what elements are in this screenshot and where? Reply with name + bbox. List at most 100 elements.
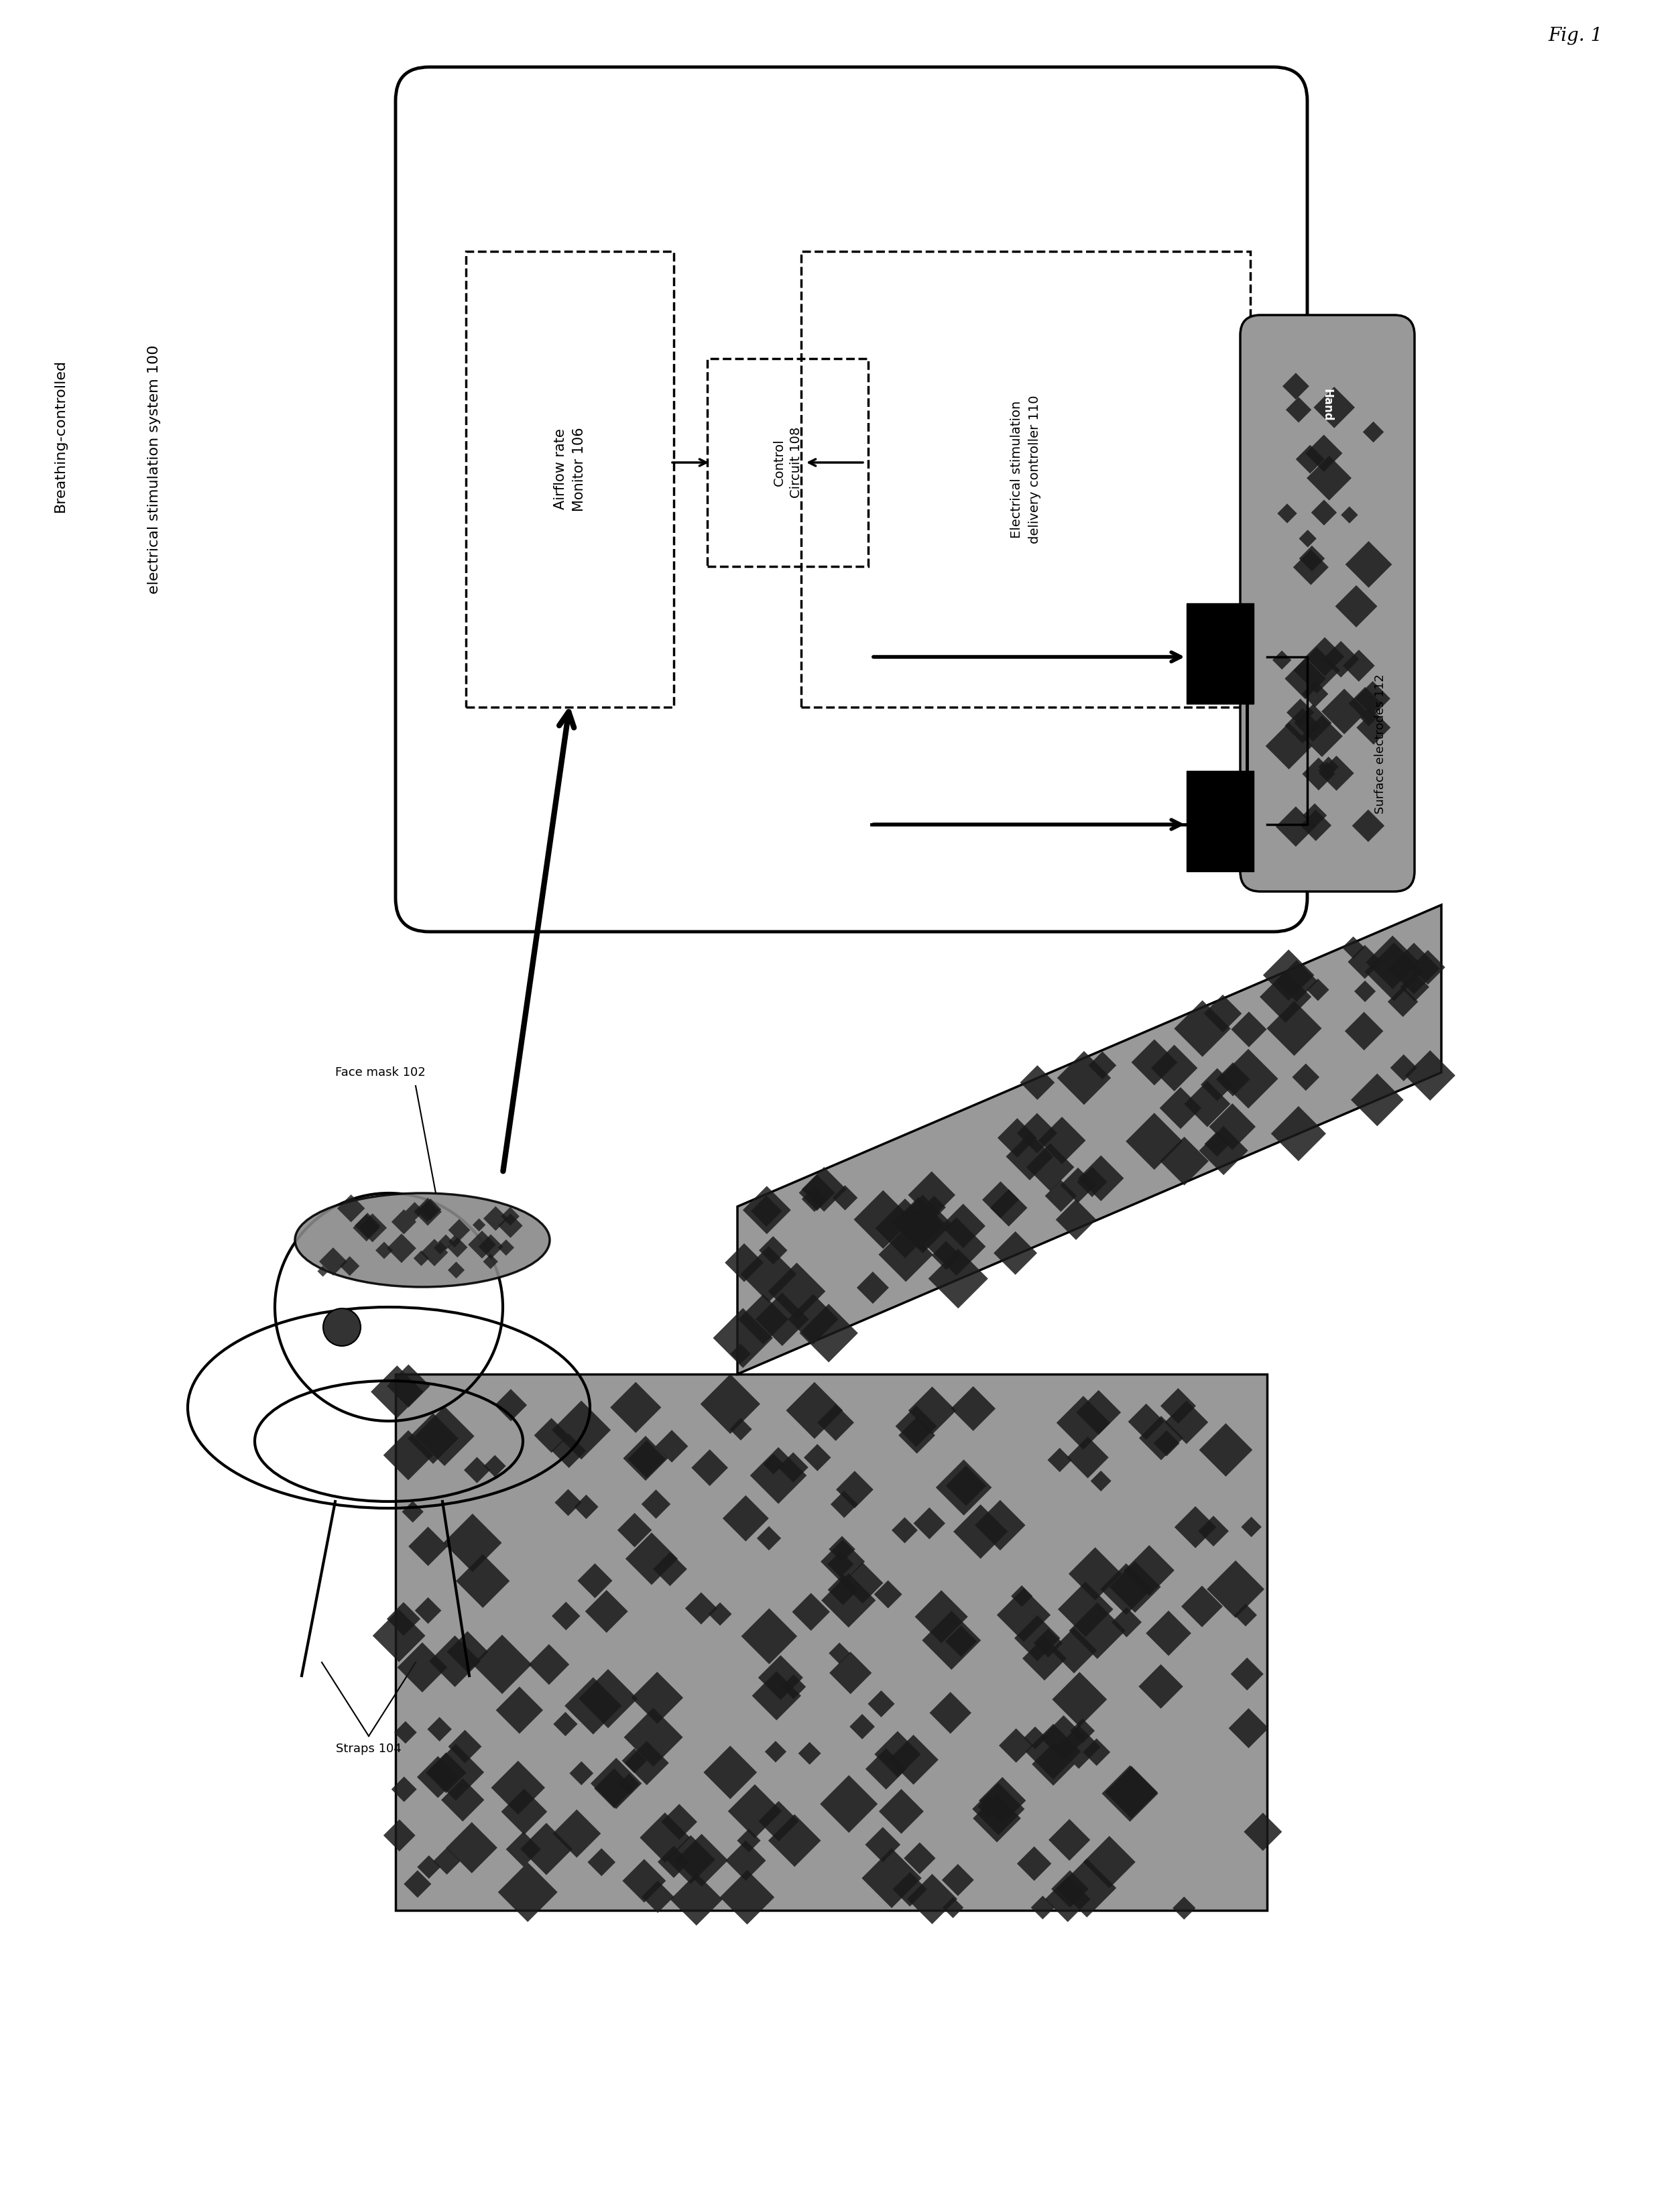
Polygon shape — [1363, 422, 1384, 442]
Polygon shape — [730, 1343, 750, 1365]
Polygon shape — [893, 1197, 945, 1250]
Polygon shape — [1302, 681, 1329, 708]
Polygon shape — [577, 1564, 612, 1599]
Polygon shape — [720, 1869, 775, 1924]
Polygon shape — [1039, 1117, 1086, 1164]
Polygon shape — [1210, 1104, 1255, 1150]
Polygon shape — [587, 1849, 616, 1876]
Polygon shape — [421, 1239, 448, 1265]
Polygon shape — [1287, 699, 1314, 726]
Polygon shape — [1012, 1586, 1032, 1606]
Polygon shape — [1300, 810, 1331, 841]
Polygon shape — [1052, 1672, 1107, 1728]
Polygon shape — [626, 1533, 678, 1586]
Polygon shape — [552, 1400, 611, 1460]
Polygon shape — [492, 1761, 545, 1814]
Polygon shape — [502, 1790, 547, 1834]
Polygon shape — [1336, 586, 1378, 628]
Polygon shape — [500, 1208, 520, 1225]
Polygon shape — [1069, 1601, 1126, 1659]
Polygon shape — [758, 1655, 804, 1701]
Polygon shape — [804, 1444, 831, 1471]
Polygon shape — [1200, 1126, 1248, 1175]
Polygon shape — [446, 1630, 488, 1672]
Polygon shape — [1084, 1836, 1136, 1889]
Polygon shape — [406, 1201, 425, 1221]
Polygon shape — [611, 1382, 661, 1433]
Polygon shape — [1260, 971, 1312, 1022]
Polygon shape — [1005, 1133, 1054, 1181]
Polygon shape — [416, 1201, 438, 1221]
Polygon shape — [371, 1365, 423, 1418]
Polygon shape — [1356, 681, 1391, 717]
Polygon shape — [1165, 1400, 1208, 1444]
Polygon shape — [396, 1374, 1267, 1911]
Polygon shape — [868, 1690, 894, 1717]
Polygon shape — [624, 1741, 670, 1785]
Polygon shape — [876, 1199, 935, 1259]
Polygon shape — [1060, 1168, 1096, 1203]
Polygon shape — [1275, 807, 1316, 847]
Polygon shape — [1045, 1876, 1091, 1922]
Polygon shape — [408, 1413, 458, 1464]
Polygon shape — [946, 1464, 987, 1506]
Polygon shape — [817, 1405, 854, 1440]
Polygon shape — [1388, 987, 1418, 1018]
Polygon shape — [755, 1292, 809, 1345]
Polygon shape — [1292, 1064, 1319, 1091]
Polygon shape — [498, 1214, 522, 1239]
Polygon shape — [1124, 1546, 1175, 1595]
Polygon shape — [430, 1635, 480, 1688]
Polygon shape — [574, 1495, 599, 1520]
Polygon shape — [468, 1230, 497, 1259]
Circle shape — [324, 1310, 361, 1345]
Polygon shape — [921, 1610, 982, 1670]
Polygon shape — [993, 1232, 1037, 1274]
Polygon shape — [758, 1237, 787, 1265]
Polygon shape — [874, 1579, 903, 1608]
Polygon shape — [1089, 1051, 1116, 1079]
Polygon shape — [857, 1272, 889, 1303]
Polygon shape — [1349, 688, 1381, 721]
Polygon shape — [337, 1194, 364, 1223]
Polygon shape — [1300, 714, 1342, 757]
Polygon shape — [483, 1206, 508, 1230]
Polygon shape — [799, 1175, 836, 1210]
Polygon shape — [1411, 949, 1445, 984]
Polygon shape — [913, 1506, 945, 1540]
FancyBboxPatch shape — [1240, 314, 1415, 891]
Polygon shape — [901, 1206, 946, 1252]
Polygon shape — [975, 1500, 1025, 1551]
Polygon shape — [763, 1453, 784, 1475]
Polygon shape — [594, 1767, 634, 1809]
Polygon shape — [821, 1776, 878, 1834]
Polygon shape — [1295, 445, 1324, 473]
Polygon shape — [1205, 1130, 1230, 1157]
Polygon shape — [1198, 1515, 1228, 1546]
Polygon shape — [443, 1513, 502, 1573]
Text: Fig. 1: Fig. 1 — [1549, 27, 1602, 44]
Polygon shape — [896, 1405, 936, 1447]
Polygon shape — [1017, 1113, 1057, 1152]
Polygon shape — [1282, 374, 1309, 400]
Polygon shape — [552, 1433, 586, 1469]
Polygon shape — [750, 1194, 782, 1228]
Polygon shape — [827, 1551, 854, 1577]
Polygon shape — [391, 1776, 416, 1803]
Polygon shape — [404, 1869, 431, 1898]
Polygon shape — [498, 1863, 557, 1922]
Polygon shape — [998, 1728, 1034, 1763]
Polygon shape — [1131, 1040, 1178, 1086]
Polygon shape — [448, 1237, 460, 1248]
Polygon shape — [1109, 1562, 1161, 1613]
Polygon shape — [700, 1374, 760, 1433]
Polygon shape — [483, 1254, 498, 1270]
Polygon shape — [936, 1460, 992, 1515]
Polygon shape — [743, 1186, 790, 1234]
Polygon shape — [1399, 973, 1430, 1002]
Text: Control
Circuit 108: Control Circuit 108 — [774, 427, 802, 498]
Polygon shape — [1057, 1582, 1113, 1637]
Polygon shape — [438, 1234, 453, 1250]
Polygon shape — [879, 1228, 933, 1283]
Polygon shape — [1040, 1714, 1086, 1761]
